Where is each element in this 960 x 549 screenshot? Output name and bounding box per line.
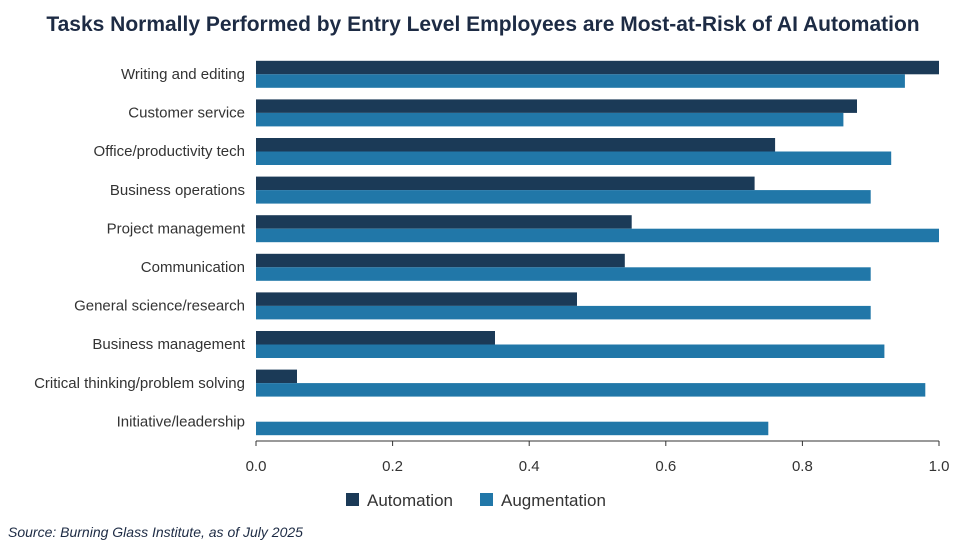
bar-automation xyxy=(256,138,776,152)
category-label: Office/productivity tech xyxy=(94,143,245,160)
bar-automation xyxy=(256,176,755,191)
category-label: Business operations xyxy=(110,182,245,199)
bar-automation xyxy=(256,60,939,75)
bar-automation xyxy=(256,369,297,384)
category-label: General science/research xyxy=(74,298,245,315)
bar-augmentation xyxy=(256,267,871,281)
category-label: Communication xyxy=(141,259,245,276)
category-label: Writing and editing xyxy=(121,66,245,83)
legend-label-automation: Automation xyxy=(367,491,453,510)
plot-area: Writing and editing Customer service Offic… xyxy=(34,60,950,475)
bar-automation xyxy=(256,253,625,268)
bar-augmentation xyxy=(256,305,871,320)
bar-augmentation xyxy=(256,112,844,127)
x-tick-label: 1.0 xyxy=(929,458,950,475)
bar-automation xyxy=(256,292,577,306)
bar-augmentation xyxy=(256,383,926,397)
source-note: Source: Burning Glass Institute, as of J… xyxy=(8,524,303,540)
bar-augmentation xyxy=(256,228,939,243)
x-tick-label: 0.4 xyxy=(519,458,540,475)
legend-label-augmentation: Augmentation xyxy=(501,491,606,510)
bar-augmentation xyxy=(256,151,892,165)
category-label: Critical thinking/problem solving xyxy=(34,375,245,392)
category-label: Project management xyxy=(107,220,246,237)
chart-title: Tasks Normally Performed by Entry Level … xyxy=(46,13,919,36)
x-tick-label: 0.8 xyxy=(792,458,813,475)
legend: Automation Augmentation xyxy=(346,491,606,510)
bar-automation xyxy=(256,331,495,345)
bar-augmentation xyxy=(256,190,871,204)
bar-augmentation xyxy=(256,421,769,436)
bar-automation xyxy=(256,215,632,229)
legend-swatch-automation xyxy=(346,493,359,506)
bar-automation xyxy=(256,99,857,113)
category-label: Customer service xyxy=(128,105,245,122)
legend-swatch-augmentation xyxy=(480,493,493,506)
x-tick-label: 0.0 xyxy=(246,458,267,475)
x-tick-label: 0.6 xyxy=(655,458,676,475)
category-label: Initiative/leadership xyxy=(117,413,245,430)
category-label: Business management xyxy=(92,336,245,353)
bar-augmentation xyxy=(256,344,885,358)
x-tick-label: 0.2 xyxy=(382,458,403,475)
bar-augmentation xyxy=(256,74,905,88)
